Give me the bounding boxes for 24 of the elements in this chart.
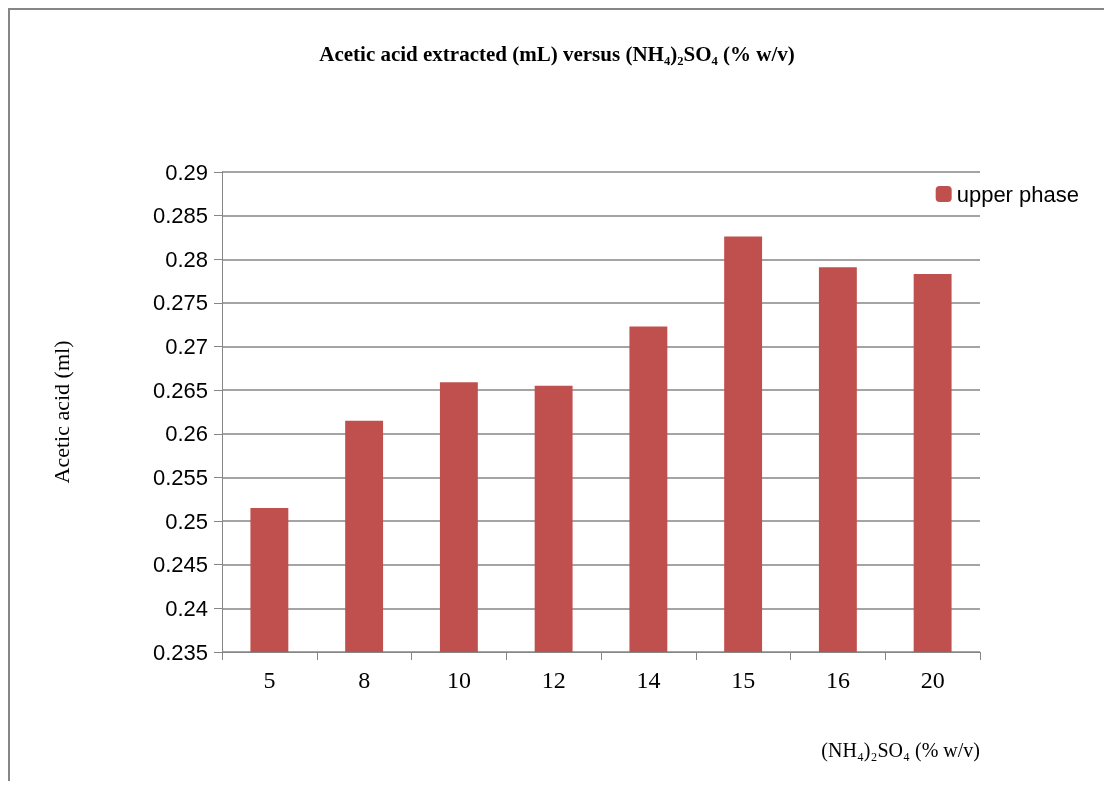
x-tick-label: 20: [920, 667, 945, 693]
y-tick-label: 0.255: [152, 464, 208, 490]
chart-title: Acetic acid extracted (mL) versus (NH₄)₂SO₄ (% w/v): [319, 41, 795, 66]
y-tick-label: 0.28: [165, 246, 208, 272]
y-tick-label: 0.24: [165, 595, 208, 621]
y-tick-label: 0.265: [152, 377, 208, 403]
x-tick-label: 15: [731, 667, 756, 693]
y-tick-label: 0.285: [152, 203, 208, 229]
y-tick-label: 0.27: [165, 334, 208, 360]
y-tick-label: 0.245: [152, 552, 208, 578]
y-axis-title: Acetic acid (ml): [48, 340, 74, 484]
y-tick-label: 0.29: [165, 159, 208, 185]
x-tick-label: 16: [825, 667, 850, 693]
x-tick-label: 5: [263, 667, 276, 693]
legend-label: upper phase: [956, 181, 1080, 207]
y-tick-label: 0.235: [152, 639, 208, 665]
x-tick-label: 10: [446, 667, 471, 693]
y-tick-label: 0.26: [165, 421, 208, 447]
x-axis-title: (NH₄)₂SO₄ (% w/v): [821, 739, 980, 762]
y-tick-label: 0.275: [152, 290, 208, 316]
x-tick-label: 8: [358, 667, 371, 693]
y-tick-label: 0.25: [165, 508, 208, 534]
x-tick-label: 14: [636, 667, 661, 693]
x-tick-label: 12: [541, 667, 566, 693]
